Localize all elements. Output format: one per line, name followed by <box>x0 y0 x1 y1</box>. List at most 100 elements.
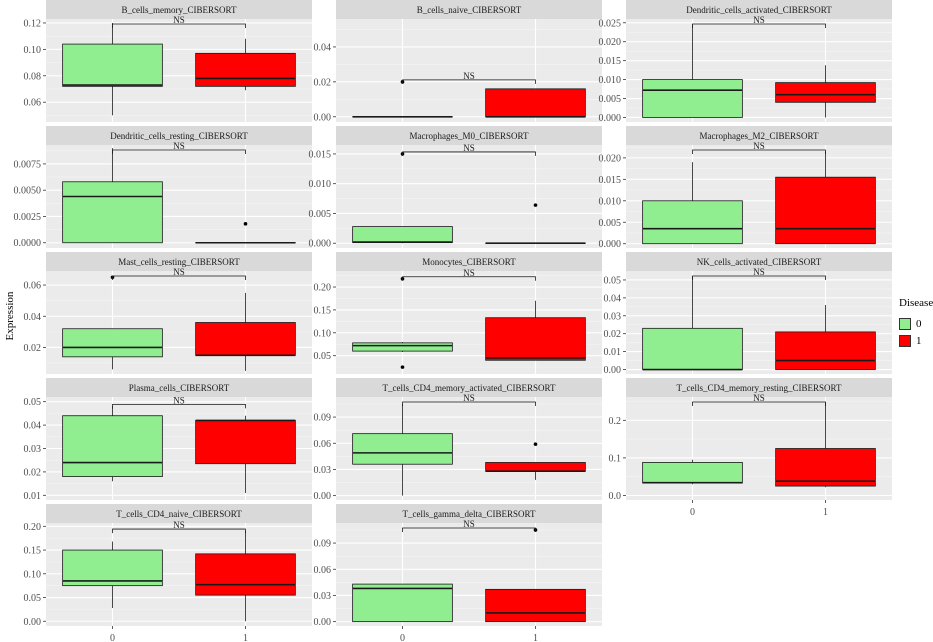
significance-label: NS <box>753 393 765 403</box>
y-tick-label: 0.05 <box>24 397 42 408</box>
y-tick-label: 0.010 <box>309 179 332 190</box>
box <box>62 181 163 244</box>
panel-title: T_cells_CD4_memory_resting_CIBERSORT <box>677 383 842 393</box>
y-tick-label: 0.15 <box>24 546 42 557</box>
box <box>775 82 876 103</box>
panel-strip <box>46 378 312 397</box>
y-tick-label: 0.06 <box>24 281 42 292</box>
outlier-point <box>533 442 538 446</box>
y-tick-label: 0.0050 <box>14 186 42 197</box>
panel-title: T_cells_gamma_delta_CIBERSORT <box>403 509 536 519</box>
significance-label: NS <box>173 15 185 25</box>
significance-bracket <box>402 276 536 281</box>
panel-strip <box>46 504 312 523</box>
panel-title: B_cells_memory_CIBERSORT <box>122 5 237 15</box>
outlier-point <box>243 222 248 226</box>
box-group-1 <box>195 292 296 371</box>
y-tick-label: 0.12 <box>24 18 42 29</box>
y-axis-label: Expression <box>4 291 16 341</box>
y-tick-label: 0.020 <box>599 37 622 48</box>
box-group-0 <box>352 583 453 623</box>
x-tick-label: 0 <box>110 633 115 642</box>
y-tick-label: 0.015 <box>599 56 622 67</box>
significance-bracket <box>112 403 246 409</box>
box-group-1 <box>195 531 296 622</box>
box-group-1 <box>775 151 876 245</box>
box-group-1 <box>485 442 586 480</box>
box-group-0 <box>352 276 453 369</box>
panel-5: Macrophages_M2_CIBERSORT 0.000 0.005 0.010 0… <box>599 126 892 250</box>
y-tick-label: 0.01 <box>24 491 42 502</box>
panel-13: T_cells_gamma_delta_CIBERSORT 0.00 0.03 0.0… <box>314 504 602 642</box>
y-tick-label: 0.005 <box>599 218 622 229</box>
y-tick-label: 0.000 <box>599 239 622 250</box>
panel-strip <box>336 504 602 523</box>
significance-bracket <box>402 527 536 532</box>
y-tick-label: 0.015 <box>599 175 622 186</box>
y-tick-label: 0.15 <box>314 305 332 316</box>
y-tick-label: 0.000 <box>599 113 622 124</box>
y-tick-label: 0.0075 <box>14 159 42 170</box>
y-tick-label: 0.20 <box>24 522 42 533</box>
y-tick-label: 0.00 <box>314 617 332 628</box>
significance-bracket <box>402 151 536 156</box>
y-tick-label: 0.005 <box>599 94 622 105</box>
panel-1: B_cells_naive_CIBERSORT 0.00 0.02 0.04 NS <box>314 0 602 123</box>
significance-label: NS <box>753 267 765 277</box>
panel-strip <box>46 0 312 19</box>
y-tick-label: 0.03 <box>24 444 42 455</box>
box-group-0 <box>642 24 743 118</box>
significance-bracket <box>692 23 826 28</box>
outlier-point <box>400 365 405 369</box>
y-tick-label: 0.020 <box>599 153 622 164</box>
y-tick-label: 0.05 <box>24 593 42 604</box>
panel-2: Dendritic_cells_activated_CIBERSORT 0.000… <box>599 0 892 124</box>
y-tick-label: 0.06 <box>314 565 332 576</box>
panel-6: Mast_cells_resting_CIBERSORT 0.02 0.04 0.06… <box>24 252 312 374</box>
box <box>485 462 586 472</box>
significance-bracket <box>402 79 536 84</box>
panel-title: Mast_cells_resting_CIBERSORT <box>118 257 240 267</box>
significance-label: NS <box>463 71 475 81</box>
x-tick-label: 1 <box>823 507 828 518</box>
panel-title: Dendritic_cells_activated_CIBERSORT <box>686 5 832 15</box>
box <box>485 317 586 361</box>
significance-label: NS <box>463 393 475 403</box>
panel-title: NK_cells_activated_CIBERSORT <box>697 257 822 267</box>
legend-swatch-1 <box>899 334 911 347</box>
y-tick-label: 0.00 <box>314 491 332 502</box>
panel-3: Dendritic_cells_resting_CIBERSORT 0.0000 0… <box>14 126 312 249</box>
box-group-0 <box>62 148 163 244</box>
panel-strip <box>46 252 312 271</box>
box-group-0 <box>642 459 743 485</box>
box <box>642 327 743 370</box>
panel-title: Monocytes_CIBERSORT <box>422 257 516 267</box>
y-tick-label: 0.00 <box>604 365 622 376</box>
significance-label: NS <box>173 395 185 405</box>
y-tick-label: 0.0 <box>609 491 622 502</box>
y-tick-label: 0.02 <box>604 329 622 340</box>
box <box>195 420 296 465</box>
box-group-1 <box>775 65 876 118</box>
box-group-1 <box>775 402 876 488</box>
panel-title: B_cells_naive_CIBERSORT <box>417 5 522 15</box>
y-tick-label: 0.20 <box>314 283 332 294</box>
box <box>642 462 743 484</box>
y-tick-label: 0.015 <box>309 149 332 160</box>
box-group-1 <box>485 88 586 118</box>
box <box>195 553 296 596</box>
significance-bracket <box>692 275 826 280</box>
panel-12: T_cells_CD4_naive_CIBERSORT 0.00 0.05 0.10 0… <box>24 504 312 642</box>
y-tick-label: 0.09 <box>314 413 332 424</box>
y-tick-label: 0.2 <box>609 416 622 427</box>
significance-bracket <box>692 401 826 406</box>
panel-strip <box>46 126 312 145</box>
panel-10: T_cells_CD4_memory_activated_CIBERSORT 0.… <box>314 378 602 502</box>
legend-title: Disease <box>899 297 933 309</box>
panel-11: T_cells_CD4_memory_resting_CIBERSORT 0.0 0… <box>609 378 892 518</box>
box <box>775 448 876 487</box>
legend-entry-1: 1 <box>899 332 933 349</box>
box <box>352 226 453 244</box>
panel-title: T_cells_CD4_naive_CIBERSORT <box>116 509 242 519</box>
panel-title: T_cells_CD4_memory_activated_CIBERSORT <box>383 383 556 393</box>
